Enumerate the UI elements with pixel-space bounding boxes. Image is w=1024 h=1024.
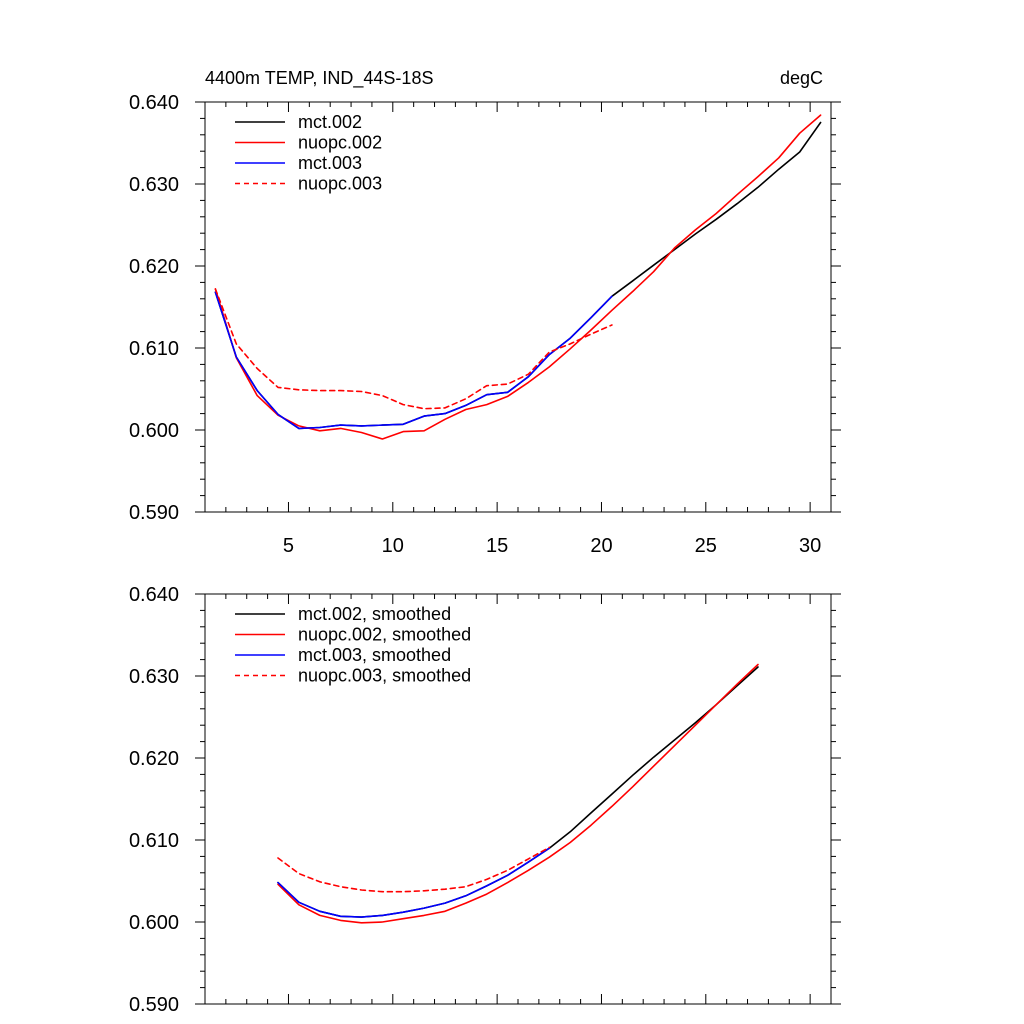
x-tick-label: 30	[799, 535, 821, 557]
series-line-4	[214, 288, 613, 410]
y-tick-label: 0.590	[129, 502, 179, 524]
chart-panel-1: 5 10 15 20 25 30 0.590 0.600 0.610 0.620 0.630 0.64…	[129, 68, 841, 557]
legend-label: nuopc.002, smoothed	[298, 625, 471, 645]
chart-title: 4400m TEMP, IND_44S-18S	[205, 68, 433, 89]
y-tick-label: 0.630	[129, 666, 179, 688]
series-group	[214, 114, 822, 440]
x-tick-label: 15	[486, 535, 508, 557]
y-tick-label: 0.620	[129, 256, 179, 278]
chart-panel-2: 0.590 0.600 0.610 0.620 0.630 0.640 mct.002, s…	[129, 584, 841, 1016]
x-tick-label: 10	[382, 535, 404, 557]
series-line-3	[277, 847, 551, 918]
legend-label: nuopc.002	[298, 133, 382, 153]
legend-label: mct.003	[298, 153, 362, 173]
y-tick-label: 0.600	[129, 420, 179, 442]
y-tick-label: 0.640	[129, 584, 179, 606]
x-tick-label: 20	[590, 535, 612, 557]
x-axis: 5 10 15 20 25 30	[204, 102, 832, 557]
y-tick-label: 0.590	[129, 994, 179, 1016]
y-axis: 0.590 0.600 0.610 0.620 0.630 0.640	[129, 584, 841, 1016]
legend-label: nuopc.003, smoothed	[298, 666, 471, 686]
y-axis: 0.590 0.600 0.610 0.620 0.630 0.640	[129, 92, 841, 524]
y-tick-label: 0.610	[129, 338, 179, 360]
chart-units-label: degC	[780, 68, 823, 88]
y-tick-label: 0.620	[129, 748, 179, 770]
series-line-4	[277, 846, 551, 893]
series-line-3	[214, 291, 613, 430]
x-tick-label: 5	[283, 535, 294, 557]
series-line-2	[214, 114, 822, 440]
legend-label: nuopc.003	[298, 174, 382, 194]
y-tick-label: 0.630	[129, 174, 179, 196]
y-tick-label: 0.600	[129, 912, 179, 934]
series-group	[277, 663, 759, 924]
x-axis	[204, 594, 832, 1004]
y-tick-label: 0.610	[129, 830, 179, 852]
series-line-2	[277, 663, 759, 924]
legend-label: mct.002	[298, 112, 362, 132]
y-tick-label: 0.640	[129, 92, 179, 114]
legend-label: mct.002, smoothed	[298, 604, 451, 624]
legend-label: mct.003, smoothed	[298, 645, 451, 665]
x-tick-label: 25	[695, 535, 717, 557]
